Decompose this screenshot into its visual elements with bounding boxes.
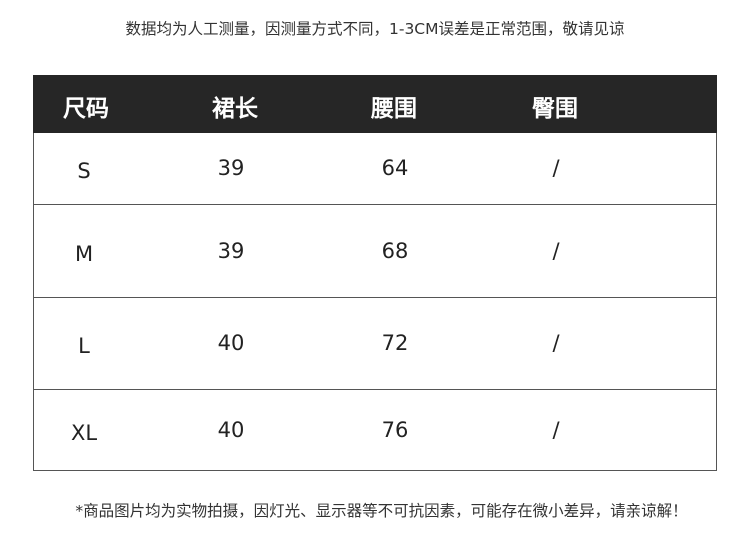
header-size: 尺码 (63, 96, 109, 122)
measurement-note: 数据均为人工测量，因测量方式不同，1-3CM误差是正常范围，敬请见谅 (125, 20, 625, 38)
cell-waist: 64 (381, 156, 409, 180)
table-row: L 40 72 / (34, 298, 716, 390)
header-skirt-length: 裙长 (212, 96, 258, 122)
cell-skirt-length: 40 (217, 331, 245, 355)
size-table: 尺码 裙长 腰围 臀围 S 39 64 / M 39 68 / L 40 72 / XL 40 76 / (33, 75, 717, 471)
cell-size: XL (70, 420, 98, 445)
cell-hip: / (552, 156, 560, 180)
cell-size: L (78, 334, 90, 358)
cell-waist: 68 (381, 238, 409, 263)
photo-disclaimer: *商品图片均为实物拍摄，因灯光、显示器等不可抗因素，可能存在微小差异，请亲谅解！ (75, 502, 688, 520)
cell-skirt-length: 39 (217, 156, 245, 180)
cell-skirt-length: 40 (217, 417, 245, 442)
table-row: XL 40 76 / (34, 390, 716, 470)
cell-size: S (77, 159, 91, 183)
cell-skirt-length: 39 (217, 238, 245, 263)
cell-waist: 72 (381, 331, 409, 355)
table-row: S 39 64 / (34, 133, 716, 205)
header-waist: 腰围 (371, 96, 417, 122)
cell-hip: / (552, 331, 560, 355)
header-hip: 臀围 (532, 96, 578, 122)
cell-hip: / (552, 417, 560, 442)
cell-waist: 76 (381, 417, 409, 442)
cell-size: M (74, 241, 94, 266)
cell-hip: / (552, 238, 560, 263)
table-header: 尺码 裙长 腰围 臀围 (33, 75, 717, 133)
table-row: M 39 68 / (34, 205, 716, 298)
